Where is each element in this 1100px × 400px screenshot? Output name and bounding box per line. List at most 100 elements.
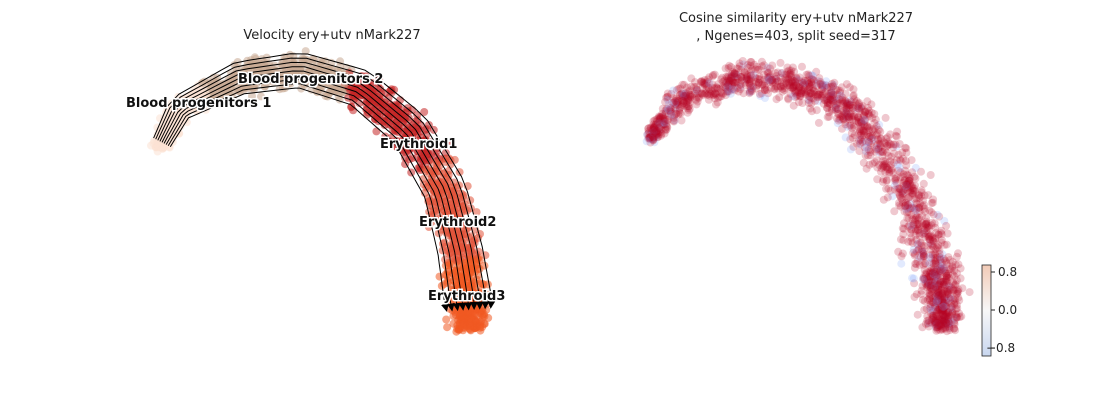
cell-point [685,92,694,101]
cell-point [924,272,933,281]
cell-point [934,260,943,269]
cell-point [928,198,937,207]
cell-point [692,85,701,94]
cell-point [646,133,655,142]
cell-point [827,88,836,97]
cell-point [801,90,810,99]
cell-point [927,277,936,286]
cell-point [765,73,774,82]
cell-point [805,81,814,90]
cell-point [946,285,955,294]
cell-point [920,242,929,250]
cell-point [940,299,949,308]
cell-point [871,115,880,124]
cell-point [948,262,957,271]
cell-point [261,82,269,91]
cell-point [858,126,867,135]
cell-point [943,320,952,329]
cell-point [935,290,944,299]
cell-point [710,70,719,79]
cell-point [914,220,923,229]
cell-point [721,83,730,92]
cell-point [879,160,888,169]
cell-point [841,90,850,98]
cell-point [910,218,919,227]
cell-point [745,89,754,98]
cell-point [793,90,802,99]
cell-point [858,133,866,142]
cell-point [658,112,667,120]
cell-point [835,95,844,103]
cell-point [807,78,816,87]
cell-point [927,250,936,259]
cell-point [914,224,923,233]
cell-point [725,76,734,85]
cell-point [701,89,710,98]
cell-point [937,238,946,247]
cell-point [472,208,481,217]
cell-point [940,300,949,309]
cell-point [755,75,764,84]
cell-point [780,70,789,79]
cell-point [428,178,437,187]
cell-point [659,117,668,126]
cell-point [878,152,887,160]
cell-point [948,258,957,266]
cell-point [943,309,951,318]
cell-point [899,236,908,245]
cell-point [931,318,939,327]
cell-point [859,126,868,135]
cell-point [872,156,881,165]
cell-point [945,311,954,319]
cell-point [904,237,913,246]
cell-point [814,118,823,127]
cell-point [452,227,461,236]
cell-point [839,106,848,115]
cell-point [672,98,681,107]
cell-point [724,87,733,96]
cell-point [948,310,956,319]
cell-point [766,71,775,80]
cell-point [905,221,914,230]
cell-point [784,74,793,83]
cell-point [936,255,945,264]
cell-point [832,85,841,94]
cell-point [285,79,293,88]
cell-point [818,89,827,98]
cell-point [886,160,895,169]
cell-point [807,99,816,108]
cell-point [930,237,938,246]
cell-point [874,144,883,153]
cell-point [817,92,826,100]
cell-point [939,310,948,319]
cell-point [766,64,774,73]
cell-point [927,287,936,296]
cell-point [937,309,945,318]
cell-point [931,245,940,254]
cell-point [737,72,746,81]
cell-point [669,116,678,125]
cell-point [846,121,855,130]
cell-point [956,274,965,283]
cell-point [896,202,905,211]
cell-point [918,295,927,304]
cell-point [672,94,681,103]
velocity-streamlines [153,53,496,312]
cell-point [806,104,815,113]
cell-point [867,134,876,142]
cell-point [785,66,794,75]
cell-point [892,179,901,188]
cell-point [911,214,920,223]
cell-point [918,219,927,228]
cell-point [920,191,929,200]
cell-point [804,79,813,88]
cell-point [653,129,662,137]
cell-point [917,239,926,248]
cell-point [919,253,928,262]
cell-point [927,291,935,300]
cell-point [919,228,928,237]
cell-point [794,86,803,95]
cell-point [944,316,953,324]
cell-point [909,245,918,254]
cell-point [935,267,943,276]
